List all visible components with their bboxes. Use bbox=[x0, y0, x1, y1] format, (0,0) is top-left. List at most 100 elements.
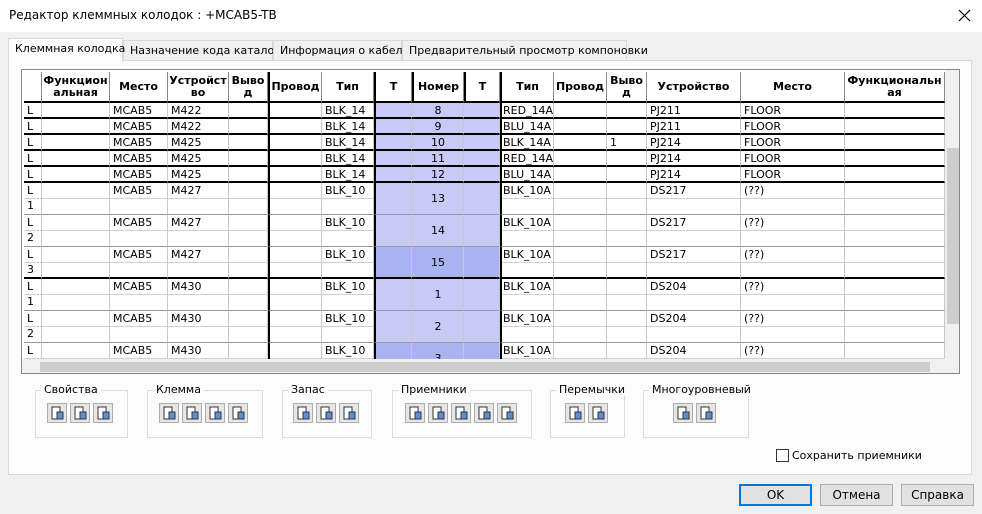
tool-icon bbox=[409, 406, 421, 420]
cell bbox=[607, 215, 647, 247]
tool-icon bbox=[455, 406, 467, 420]
tool-button[interactable] bbox=[696, 403, 716, 423]
row-mark: L bbox=[27, 136, 34, 149]
tab[interactable]: Информация о кабеле bbox=[273, 40, 409, 61]
cell bbox=[412, 183, 464, 215]
tool-button[interactable] bbox=[93, 403, 113, 423]
tool-button[interactable] bbox=[47, 403, 67, 423]
cell bbox=[42, 215, 110, 247]
sub-row-line bbox=[322, 198, 373, 199]
tool-button[interactable] bbox=[292, 403, 313, 423]
sub-row-line bbox=[24, 358, 41, 359]
checkbox[interactable] bbox=[776, 449, 789, 462]
sub-row-line bbox=[168, 262, 228, 263]
cell bbox=[168, 247, 229, 279]
tool-icon bbox=[97, 406, 110, 420]
sub-row-line bbox=[741, 294, 844, 295]
cell bbox=[110, 167, 168, 183]
scroll-thumb[interactable] bbox=[40, 362, 930, 372]
cell bbox=[464, 167, 500, 183]
dialog-button[interactable]: Справка bbox=[901, 484, 974, 506]
cell bbox=[464, 183, 500, 215]
sub-row-line bbox=[741, 262, 844, 263]
tool-button[interactable] bbox=[70, 403, 90, 423]
cell-text: M427 bbox=[171, 184, 202, 197]
cell bbox=[607, 135, 647, 151]
cell bbox=[168, 135, 229, 151]
header-cell: Т bbox=[464, 72, 500, 103]
cell-text: PJ214 bbox=[650, 136, 681, 149]
sub-row-line bbox=[502, 358, 553, 359]
sub-row-line bbox=[24, 198, 41, 199]
sub-row-line bbox=[110, 230, 167, 231]
cell bbox=[741, 215, 845, 247]
group-label: Запас bbox=[288, 383, 328, 396]
row-header bbox=[24, 167, 42, 183]
tool-button[interactable] bbox=[496, 403, 517, 423]
dialog-button[interactable]: OK bbox=[739, 484, 812, 506]
group-label: Перемычки bbox=[556, 383, 629, 396]
cell bbox=[268, 103, 322, 119]
header-cell: Номер bbox=[412, 72, 464, 103]
terminal-number: 15 bbox=[431, 256, 445, 269]
sub-row-line bbox=[42, 294, 109, 295]
sub-row-line bbox=[270, 262, 321, 263]
cell bbox=[168, 279, 229, 311]
cell bbox=[647, 167, 741, 183]
row-level: 1 bbox=[27, 295, 34, 308]
cell bbox=[322, 311, 374, 343]
sub-row-line bbox=[647, 358, 740, 359]
cell bbox=[322, 167, 374, 183]
cell-text: DS204 bbox=[650, 312, 687, 325]
terminal-number: 14 bbox=[431, 224, 445, 237]
tool-button[interactable] bbox=[404, 403, 425, 423]
cell bbox=[168, 151, 229, 167]
sub-row-line bbox=[168, 358, 228, 359]
scroll-thumb[interactable] bbox=[947, 148, 959, 324]
tab[interactable]: Клеммная колодка bbox=[8, 38, 125, 62]
tab[interactable]: Назначение кода каталога bbox=[123, 40, 287, 61]
header-cell: Провод bbox=[268, 72, 322, 103]
tool-button[interactable] bbox=[338, 403, 359, 423]
cell bbox=[374, 311, 412, 343]
cell bbox=[42, 103, 110, 119]
cell-text: (??) bbox=[744, 344, 765, 357]
sub-row-line bbox=[270, 230, 321, 231]
cell-text: BLK_10A bbox=[503, 248, 551, 261]
tool-button[interactable] bbox=[564, 403, 585, 423]
header-cell bbox=[24, 72, 42, 103]
row-header bbox=[24, 183, 42, 215]
row-level: 2 bbox=[27, 231, 34, 244]
cell bbox=[168, 183, 229, 215]
cell bbox=[268, 183, 322, 215]
sub-row-line bbox=[322, 358, 373, 359]
tool-button[interactable] bbox=[473, 403, 494, 423]
cell-text: PJ211 bbox=[650, 120, 681, 133]
dialog-button[interactable]: Отмена bbox=[820, 484, 893, 506]
cell bbox=[741, 151, 845, 167]
tool-button[interactable] bbox=[228, 403, 248, 423]
tool-button[interactable] bbox=[159, 403, 179, 423]
tool-button[interactable] bbox=[587, 403, 608, 423]
tool-icon bbox=[186, 406, 199, 420]
cell-text: (??) bbox=[744, 216, 765, 229]
tool-button[interactable] bbox=[450, 403, 471, 423]
tab[interactable]: Предварительный просмотр компоновки bbox=[402, 40, 648, 61]
cell-text: DS217 bbox=[650, 184, 687, 197]
cell-text: BLK_10 bbox=[325, 280, 366, 293]
cell-text: (??) bbox=[744, 280, 765, 293]
terminal-number: 9 bbox=[434, 120, 442, 133]
cell bbox=[229, 247, 268, 279]
close-button[interactable] bbox=[958, 9, 971, 22]
tool-button[interactable] bbox=[673, 403, 693, 423]
cell-text: FLOOR bbox=[744, 152, 782, 165]
tool-button[interactable] bbox=[205, 403, 225, 423]
tool-button[interactable] bbox=[315, 403, 336, 423]
cell bbox=[647, 183, 741, 215]
cell-text: MCAB5 bbox=[113, 120, 153, 133]
terminal-number: 1 bbox=[434, 288, 442, 301]
cell bbox=[374, 119, 412, 135]
tool-icon bbox=[700, 406, 713, 420]
tool-button[interactable] bbox=[427, 403, 448, 423]
tool-button[interactable] bbox=[182, 403, 202, 423]
